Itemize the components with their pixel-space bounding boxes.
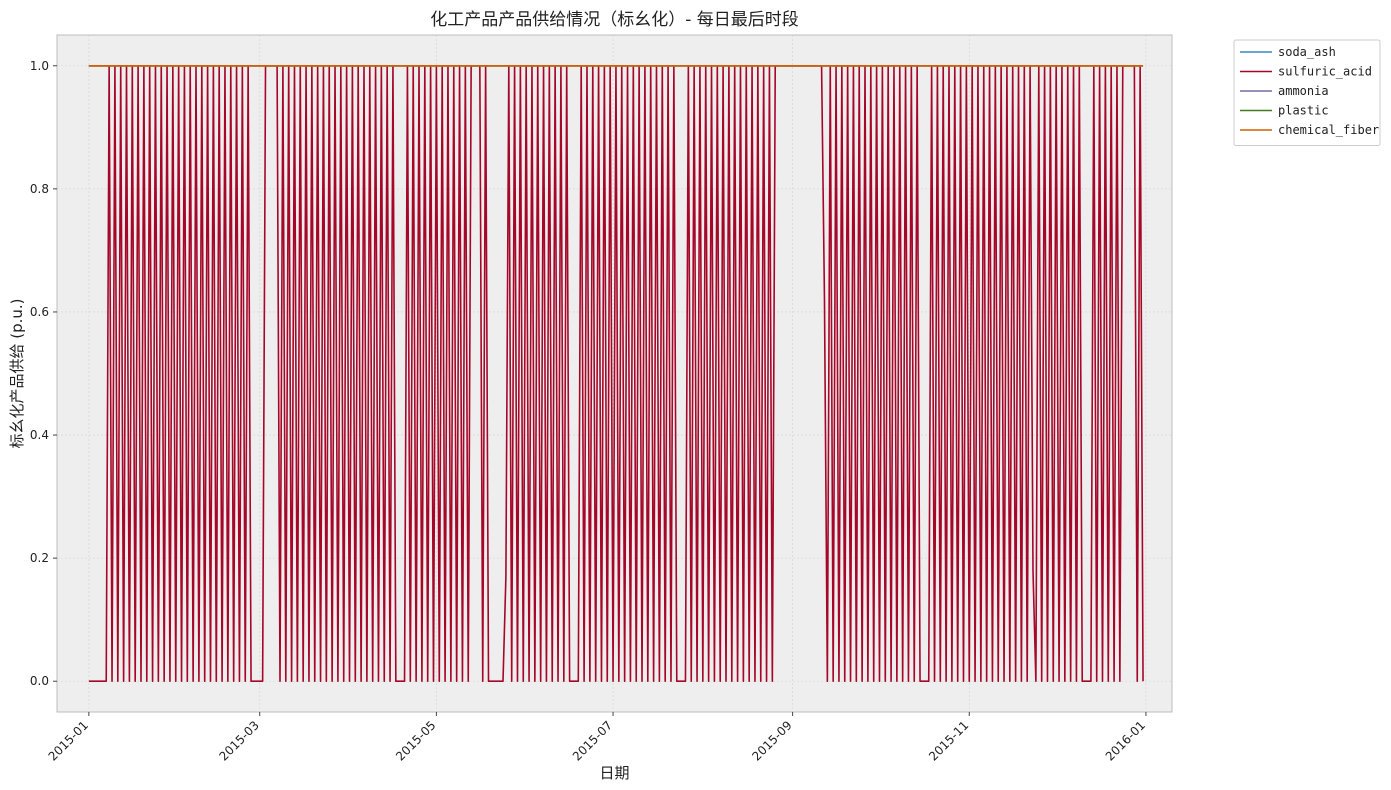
series-layer [88, 64, 1144, 683]
y-tick-label: 0.4 [30, 428, 49, 442]
x-axis-label: 日期 [599, 764, 629, 782]
x-tick-label: 2015-03 [216, 718, 261, 763]
x-tick-label: 2015-07 [570, 718, 615, 763]
chart-title: 化工产品产品供给情况（标幺化）- 每日最后时段 [430, 10, 799, 30]
legend-label: soda_ash [1278, 45, 1336, 59]
y-tick-label: 0.0 [30, 674, 49, 688]
y-tick-label: 0.6 [30, 305, 49, 319]
plot-frame [56, 34, 1173, 713]
legend-label: sulfuric_acid [1278, 65, 1372, 79]
legend-label: ammonia [1278, 84, 1329, 98]
y-axis-label: 标幺化产品供给 (p.u.) [8, 298, 26, 448]
x-tick-label: 2015-05 [393, 718, 438, 763]
x-tick-label: 2015-11 [926, 718, 971, 763]
x-tick-label: 2016-01 [1103, 718, 1148, 763]
y-tick-label: 0.8 [30, 182, 49, 196]
legend-box [1233, 39, 1381, 146]
legend-label: chemical_fiber [1278, 123, 1379, 137]
y-tick-label: 1.0 [30, 59, 49, 73]
legend-label: plastic [1278, 104, 1329, 118]
x-tick-label: 2015-01 [46, 718, 91, 763]
y-tick-label: 0.2 [30, 551, 49, 565]
x-tick-label: 2015-09 [749, 718, 794, 763]
